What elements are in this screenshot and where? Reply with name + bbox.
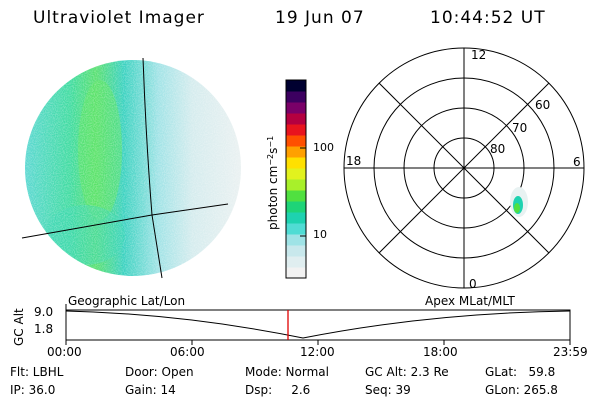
- mlt-label-right: 6: [573, 155, 581, 169]
- mlat-label-60: 60: [535, 98, 551, 112]
- time-label: 10:44:52 UT: [430, 8, 546, 28]
- auroral-emission-spot: [510, 187, 528, 217]
- colorbar-swatch: [286, 102, 306, 114]
- colorbar-swatch: [286, 146, 306, 158]
- lat-lon-grid: [21, 57, 229, 279]
- mlat-label-70: 70: [512, 121, 528, 135]
- earth-disk-image: [25, 60, 241, 276]
- x-tick-1800: 18:00: [423, 345, 458, 359]
- mlt-label-top: 12: [471, 48, 487, 62]
- colorbar-swatch: [286, 223, 306, 235]
- colorbar-swatch: [286, 135, 306, 147]
- instrument-title: Ultraviolet Imager: [33, 8, 205, 28]
- color-bar: [285, 79, 307, 279]
- colorbar-tick-100: 100: [313, 141, 334, 154]
- door-info: Door: Open: [125, 365, 194, 379]
- ip-info: IP: 36.0: [10, 383, 56, 397]
- colorbar-swatch: [286, 113, 306, 125]
- colorbar-frame: [285, 79, 307, 279]
- colorbar-swatch: [286, 91, 306, 103]
- colorbar-swatch: [286, 245, 306, 257]
- timeline-plot: [65, 304, 571, 344]
- geographic-caption: Geographic Lat/Lon: [68, 294, 186, 308]
- x-tick-1200: 12:00: [300, 345, 335, 359]
- colorbar-swatch: [286, 80, 306, 92]
- colorbar-swatch: [286, 168, 306, 180]
- colorbar-swatch: [286, 256, 306, 268]
- gain-info: Gain: 14: [125, 383, 176, 397]
- mlat-label-80: 80: [490, 142, 506, 156]
- apex-caption: Apex MLat/MLT: [425, 294, 515, 308]
- colorbar-swatch: [286, 267, 306, 279]
- colorbar-swatch: [286, 124, 306, 136]
- colorbar-unit-label: photon cm−2s−1: [266, 136, 281, 230]
- colorbar-swatch: [286, 201, 306, 213]
- x-tick-0600: 06:00: [170, 345, 205, 359]
- glon-info: GLon: 265.8: [485, 383, 558, 397]
- date-label: 19 Jun 07: [275, 8, 365, 28]
- colorbar-tick-10: 10: [313, 228, 327, 241]
- mlt-label-bottom: 0: [469, 277, 477, 291]
- glat-info: GLat: 59.8: [485, 365, 556, 379]
- filter-info: Flt: LBHL: [10, 365, 64, 379]
- mlt-label-left: 18: [346, 154, 362, 168]
- mode-info: Mode: Normal: [245, 365, 329, 379]
- y-tick-max: 9.0: [34, 305, 54, 319]
- x-tick-0000: 00:00: [47, 345, 82, 359]
- polar-plot: [343, 47, 585, 289]
- gc-alt-info: GC Alt: 2.3 Re: [365, 365, 449, 379]
- colorbar-swatch: [286, 234, 306, 246]
- y-tick-min: 1.8: [34, 322, 54, 336]
- colorbar-swatch: [286, 190, 306, 202]
- colorbar-swatch: [286, 212, 306, 224]
- gc-alt-axis-label: GC Alt: [12, 308, 26, 346]
- x-tick-2359: 23:59: [553, 345, 588, 359]
- dsp-info: Dsp: 2.6: [245, 383, 311, 397]
- seq-info: Seq: 39: [365, 383, 411, 397]
- colorbar-swatch: [286, 157, 306, 169]
- colorbar-swatch: [286, 179, 306, 191]
